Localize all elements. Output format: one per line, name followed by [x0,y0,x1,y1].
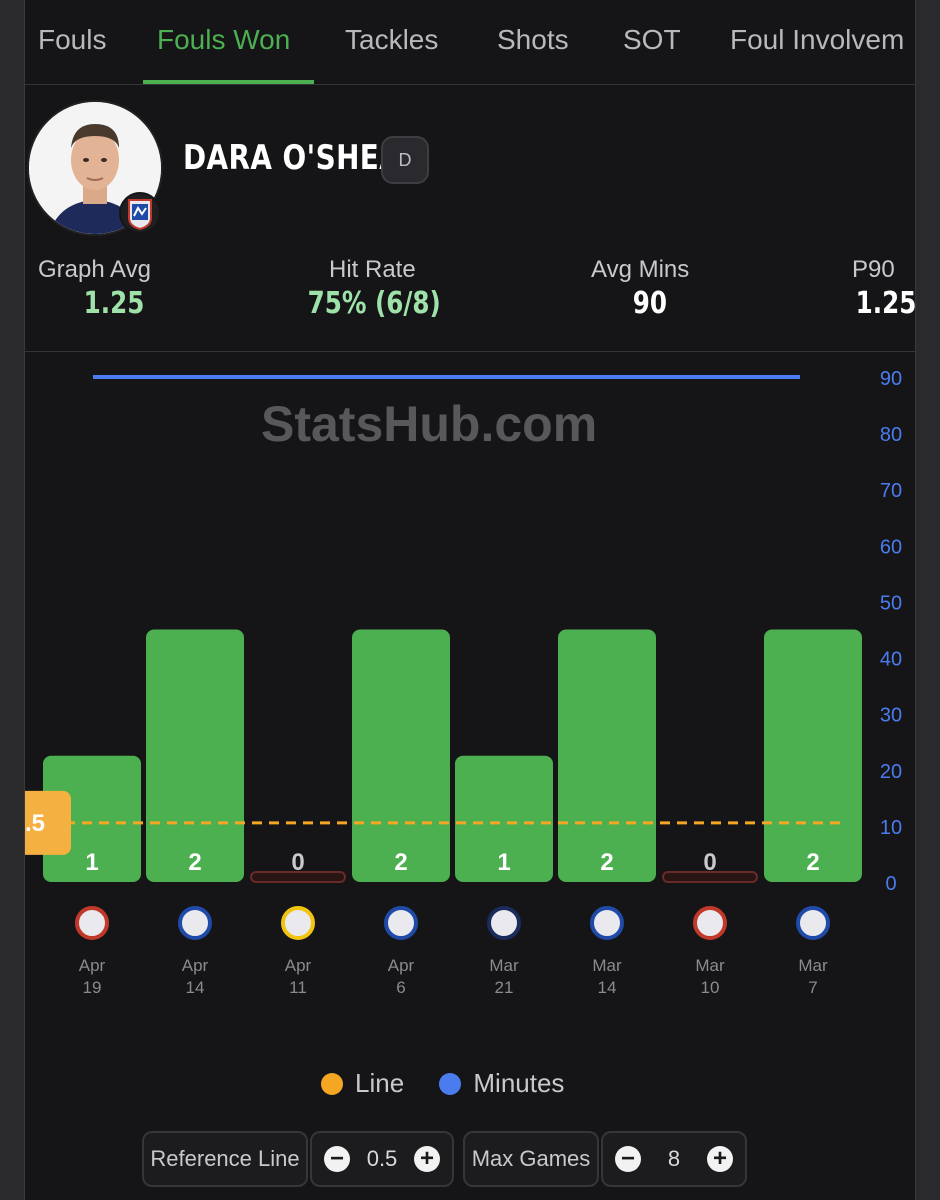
date-month-label: Mar [489,956,519,975]
bar-value-label: 0 [703,849,716,876]
tab-tackles[interactable]: Tackles [345,24,439,55]
bar-zero-marker [250,871,346,883]
reference-line-decrease-button[interactable]: − [324,1146,350,1172]
bar [558,629,656,882]
max-games-stepper: 8 − + [601,1131,747,1187]
legend-dot-line [321,1073,343,1095]
tab-sot[interactable]: SOT [623,24,681,55]
club-crest-icon [119,192,161,234]
date-month-label: Apr [285,956,312,975]
bar-value-label: 1 [85,849,98,876]
bar-value-label: 0 [291,849,304,876]
bar-value-label: 2 [188,849,201,876]
chart-legend: Line Minutes [321,1068,592,1099]
date-day-label: 6 [396,978,405,997]
active-tab-indicator [143,80,314,84]
legend-item-line[interactable]: Line [321,1068,404,1099]
bar-chart: 01020304050607080901Apr192Apr140Apr112Ap… [25,368,902,997]
watermark: StatsHub.com [261,396,598,452]
max-games-label: Max Games [471,1146,591,1171]
club-logo-icon [384,906,418,940]
right-axis-tick: 40 [880,649,902,671]
max-games-increase-button[interactable]: + [707,1146,733,1172]
bar-value-label: 2 [394,849,407,876]
bar [455,755,553,882]
stat-value-p90: 1.25 [855,286,916,321]
legend-label-line: Line [355,1068,405,1098]
stat-label-avg-mins: Avg Mins [591,256,690,283]
right-axis-tick: 90 [880,368,902,390]
legend-dot-minutes [439,1073,462,1095]
club-logo-icon [693,906,727,940]
legend-item-minutes[interactable]: Minutes [439,1068,564,1099]
stats-card: Fouls Fouls Won Tackles Shots SOT Foul I… [24,0,916,1200]
max-games-label-box: Max Games [463,1131,599,1187]
date-month-label: Apr [388,956,415,975]
player-photo-icon [29,102,161,234]
date-day-label: 14 [598,978,617,997]
club-logo-icon [75,906,109,940]
stat-tabs: Fouls Fouls Won Tackles Shots SOT Foul I… [25,0,915,85]
date-month-label: Apr [79,956,106,975]
stat-label-hit-rate: Hit Rate [329,256,416,283]
club-logo-icon [487,906,521,940]
position-badge: D [381,136,429,184]
date-month-label: Apr [182,956,209,975]
player-name: DARA O'SHEA [183,138,402,178]
tab-fouls[interactable]: Fouls [38,24,107,55]
club-logo-icon [178,906,212,940]
right-axis-tick: 20 [880,761,902,783]
bar [764,629,862,882]
stat-value-avg-mins: 90 [632,286,667,321]
date-day-label: 19 [83,978,102,997]
reference-line-value: 0.5 [366,1146,398,1171]
right-axis-tick: 80 [880,424,902,446]
date-day-label: 21 [495,978,514,997]
stat-value-hit-rate: 75% (6/8) [307,286,441,321]
tab-fouls-won[interactable]: Fouls Won [157,24,291,55]
tab-shots[interactable]: Shots [497,24,569,55]
reference-line-label: Reference Line [150,1146,300,1171]
bar [146,629,244,882]
legend-label-minutes: Minutes [473,1068,565,1098]
right-axis-tick: 10 [880,817,902,839]
date-month-label: Mar [592,956,622,975]
right-axis-tick: 0 [885,873,896,895]
date-day-label: 10 [701,978,720,997]
stat-value-graph-avg: 1.25 [83,286,145,321]
bar-value-label: 1 [497,849,510,876]
club-logo-icon [590,906,624,940]
player-avatar [27,100,163,236]
right-axis-tick: 60 [880,536,902,558]
club-logo-icon [281,906,315,940]
reference-line-stepper: 0.5 − + [310,1131,454,1187]
right-axis-tick: 70 [880,480,902,502]
date-day-label: 7 [808,978,817,997]
reference-line-label: .5 [25,810,45,837]
tab-foul-involvement[interactable]: Foul Involvem [730,24,905,55]
stat-label-p90: P90 [852,256,895,283]
reference-line-label-box: Reference Line [142,1131,308,1187]
club-logo-icon [796,906,830,940]
reference-line-badge [25,790,71,855]
bar [352,629,450,882]
stat-label-graph-avg: Graph Avg [38,256,151,283]
date-day-label: 14 [186,978,205,997]
right-axis-tick: 50 [880,592,902,614]
max-games-decrease-button[interactable]: − [615,1146,641,1172]
date-month-label: Mar [695,956,725,975]
fouls-won-chart: StatsHub.com 0 10 20 30 40 50 60 70 80 90 1 Apr 19 2 A… [25,353,915,1053]
bar-zero-marker [662,871,758,883]
player-header: DARA O'SHEA D Graph Avg 1.25 Hit Rate 75… [25,86,916,352]
date-month-label: Mar [798,956,828,975]
bar-value-label: 2 [600,849,613,876]
max-games-value: 8 [667,1146,681,1171]
right-axis-tick: 30 [880,705,902,727]
date-day-label: 11 [289,978,307,997]
bar-value-label: 2 [806,849,819,876]
reference-line-increase-button[interactable]: + [414,1146,440,1172]
